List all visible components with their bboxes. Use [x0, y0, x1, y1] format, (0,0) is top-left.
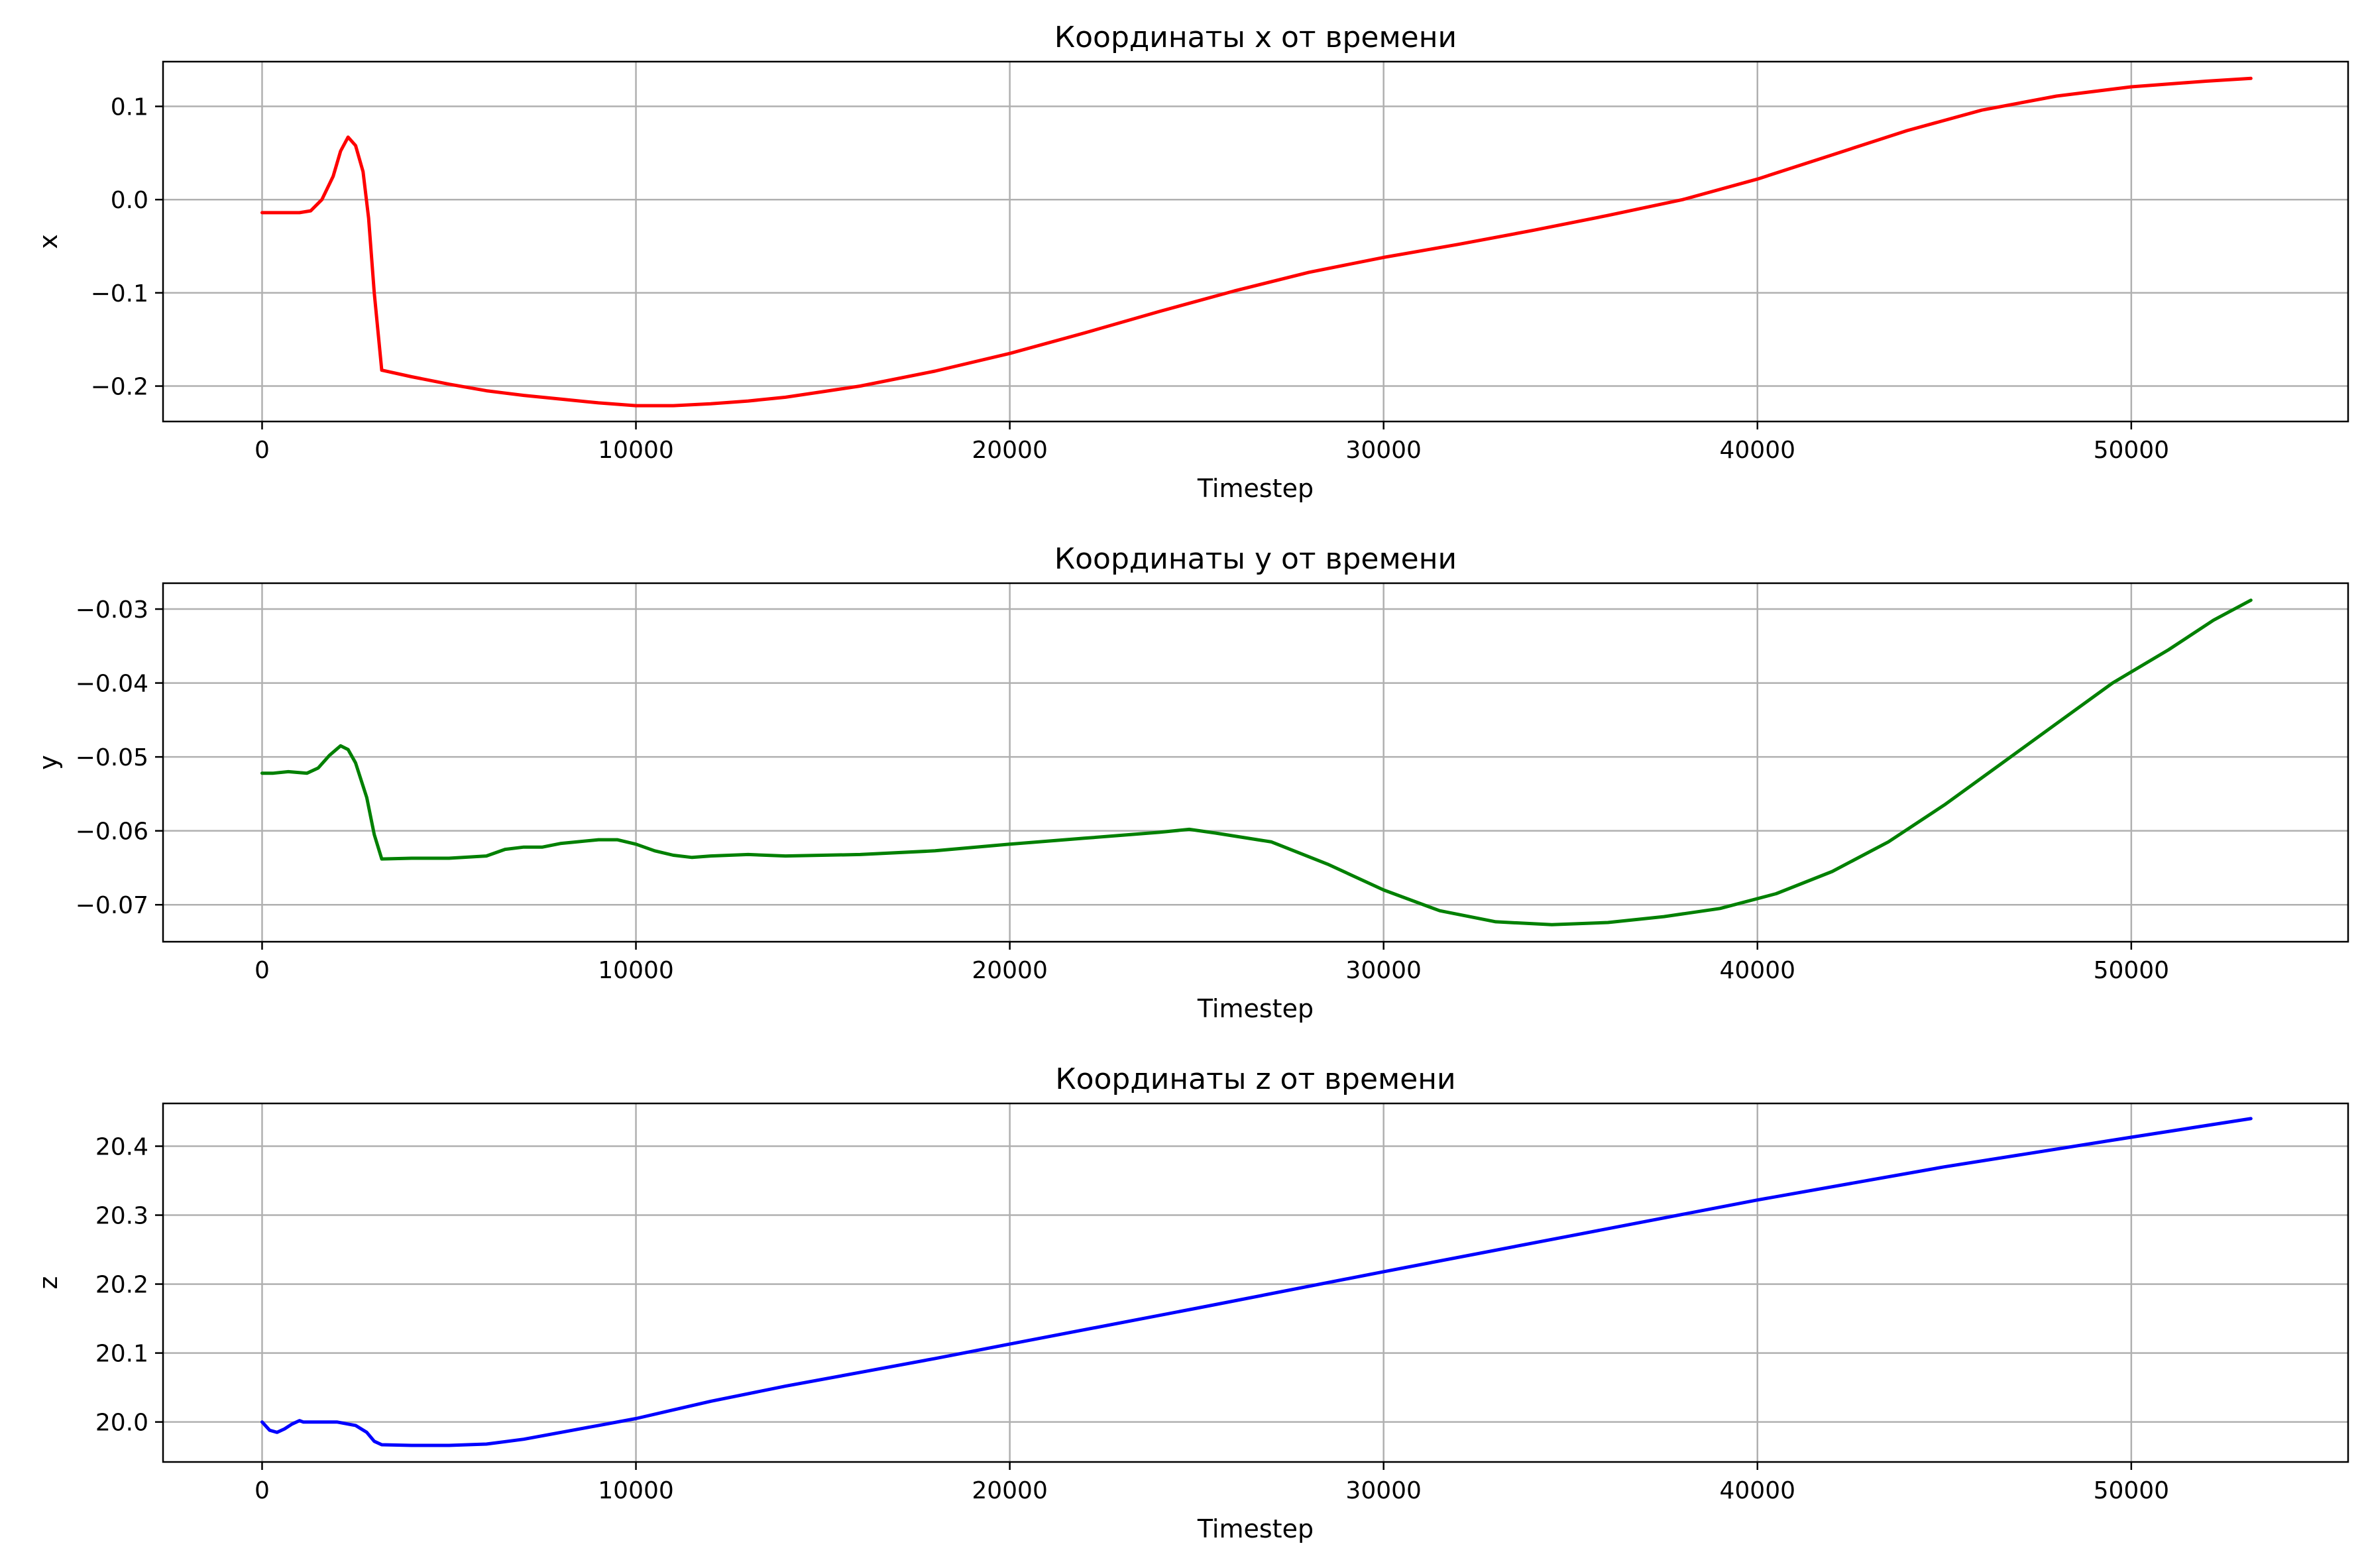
y-axis-label: z — [34, 1276, 63, 1290]
x-axis-label: Timestep — [1197, 994, 1314, 1023]
y-tick-label: −0.04 — [76, 671, 148, 698]
plot-frame — [162, 582, 2349, 943]
x-tick-label: 40000 — [1720, 437, 1796, 464]
y-tick-label: −0.1 — [91, 280, 148, 308]
y-tick-label: −0.05 — [76, 744, 148, 771]
grid-lines — [163, 62, 2348, 421]
x-tick-label: 20000 — [972, 957, 1048, 984]
y-tick-label: 20.4 — [95, 1134, 148, 1161]
x-tick-label: 10000 — [598, 437, 674, 464]
subplot-y-coordinate: Координаты y от времени Timestep y 0 1000… — [34, 542, 2349, 1023]
x-tick-label: 0 — [254, 957, 270, 984]
subplot-x-coordinate: Координаты x от времени Timestep x 0 1000… — [34, 21, 2349, 503]
y-tick-label: −0.2 — [91, 374, 148, 401]
subplot-title: Координаты x от времени — [1054, 21, 1457, 54]
x-tick-label: 0 — [254, 437, 270, 464]
y-tick-label: 20.3 — [95, 1203, 148, 1230]
x-tick-label: 30000 — [1345, 437, 1422, 464]
x-tick-label: 20000 — [972, 1477, 1048, 1504]
x-axis-label: Timestep — [1197, 1514, 1314, 1543]
series-line — [260, 598, 2253, 926]
y-tick-label: 20.2 — [95, 1272, 148, 1299]
grid-lines — [163, 1103, 2348, 1462]
x-axis-label: Timestep — [1197, 474, 1314, 503]
x-tick-label: 20000 — [972, 437, 1048, 464]
x-tick-label: 50000 — [2094, 437, 2170, 464]
series-line — [260, 76, 2253, 408]
y-tick-label: −0.03 — [76, 596, 148, 624]
y-tick-label: −0.07 — [76, 892, 148, 919]
series-line — [260, 1117, 2253, 1447]
subplot-title: Координаты y от времени — [1054, 542, 1457, 576]
y-axis-label: x — [34, 234, 63, 249]
x-tick-label: 50000 — [2094, 1477, 2170, 1504]
y-axis-label: y — [34, 755, 63, 770]
x-tick-label: 40000 — [1720, 957, 1796, 984]
plot-frame — [162, 1102, 2349, 1463]
y-tick-label: 20.1 — [95, 1341, 148, 1368]
y-tick-label: 0.0 — [111, 187, 148, 214]
y-tick-label: 20.0 — [95, 1410, 148, 1437]
plot-frame — [162, 60, 2349, 423]
x-tick-label: 10000 — [598, 957, 674, 984]
subplot-title: Координаты z от времени — [1055, 1062, 1455, 1096]
x-tick-label: 40000 — [1720, 1477, 1796, 1504]
subplot-z-coordinate: Координаты z от времени Timestep z 0 1000… — [34, 1062, 2349, 1543]
y-tick-label: 0.1 — [111, 94, 148, 121]
x-tick-label: 50000 — [2094, 957, 2170, 984]
x-tick-label: 30000 — [1345, 1477, 1422, 1504]
grid-lines — [163, 583, 2348, 942]
x-tick-label: 0 — [254, 1477, 270, 1504]
y-tick-label: −0.06 — [76, 818, 148, 846]
x-tick-label: 10000 — [598, 1477, 674, 1504]
x-tick-label: 30000 — [1345, 957, 1422, 984]
